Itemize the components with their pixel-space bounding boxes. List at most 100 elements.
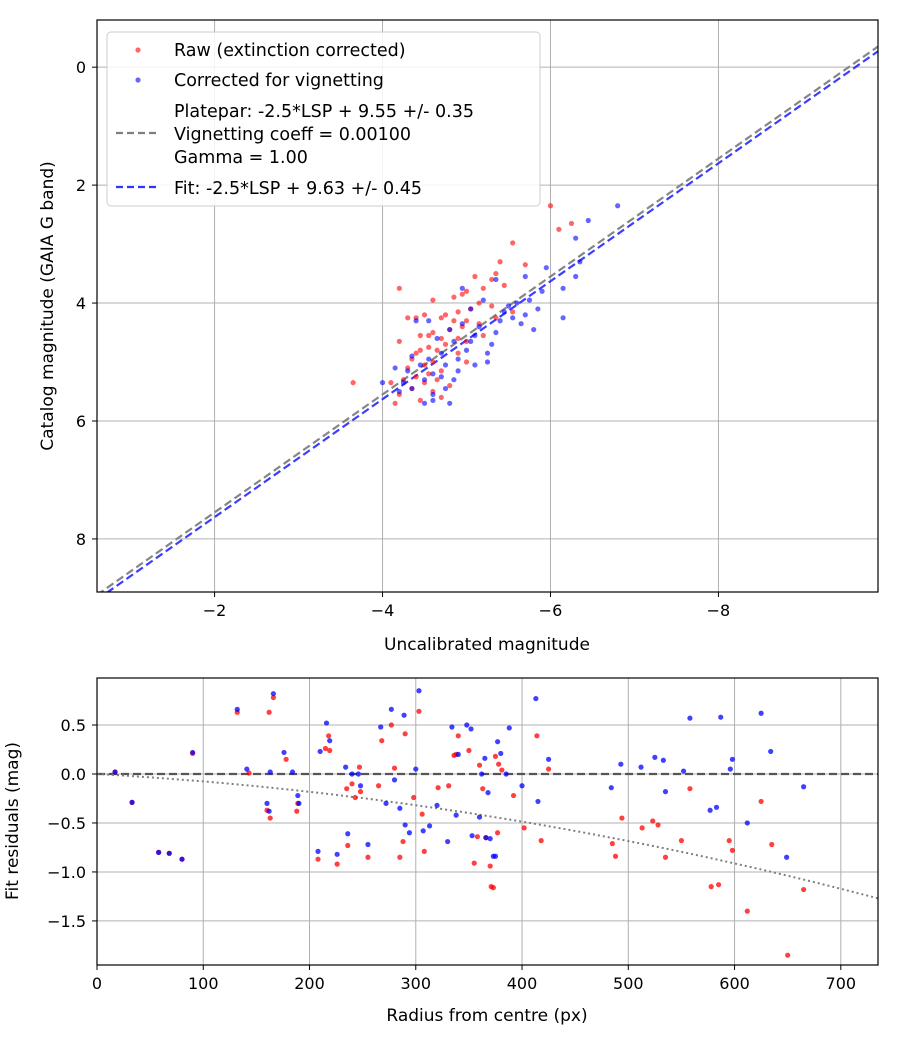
corrected-residual-point: [687, 715, 693, 721]
corrected-point: [455, 368, 461, 374]
corrected-point: [413, 318, 419, 324]
corrected-point: [396, 388, 402, 395]
corrected-residual-point: [413, 766, 419, 772]
corrected-residual-point: [434, 802, 440, 808]
raw-point: [493, 270, 499, 277]
corrected-point: [400, 380, 407, 386]
raw-residual-point: [499, 767, 505, 773]
corrected-point: [447, 400, 453, 406]
raw-residual-point: [400, 838, 406, 845]
top-y-tick-label: 4: [76, 294, 86, 313]
corrected-residual-point: [334, 851, 340, 857]
bottom-x-tick-label: 100: [188, 974, 219, 993]
corrected-point: [510, 315, 516, 321]
raw-residual-point: [487, 863, 493, 869]
corrected-point: [430, 371, 436, 377]
corrected-residual-point: [758, 710, 764, 716]
corrected-point: [493, 276, 499, 283]
corrected-residual-point: [482, 755, 488, 761]
raw-point: [497, 259, 503, 265]
bottom-y-tick-label: 0.5: [61, 716, 86, 735]
raw-point: [480, 285, 486, 291]
corrected-point: [434, 335, 440, 342]
corrected-point: [501, 309, 507, 315]
corrected-point: [472, 332, 478, 339]
raw-residual-point: [270, 694, 276, 701]
raw-residual-point: [496, 761, 502, 767]
corrected-point: [543, 265, 549, 271]
raw-point: [438, 394, 444, 401]
corrected-residual-point: [485, 790, 491, 796]
raw-point: [426, 344, 432, 350]
corrected-residual-point: [266, 808, 272, 814]
corrected-point: [522, 273, 528, 280]
raw-residual-point: [708, 884, 714, 890]
raw-residual-point: [375, 783, 382, 789]
corrected-point: [430, 391, 436, 398]
raw-point: [501, 282, 507, 288]
corrected-residual-point: [323, 720, 330, 726]
raw-residual-point: [345, 842, 351, 849]
corrected-point: [463, 347, 470, 353]
raw-point: [547, 203, 554, 209]
bottom-x-tick-label: 500: [613, 974, 644, 993]
corrected-point: [615, 203, 621, 209]
corrected-point: [442, 362, 449, 368]
raw-point: [447, 383, 453, 389]
vignetting-curve: [97, 773, 878, 900]
top-chart: −2 −4 −6 −8 0 2 4 6 8 Uncalibrated magnitude Cat…: [38, 19, 879, 655]
corrected-residual-point: [190, 749, 196, 756]
corrected-residual-point: [281, 749, 287, 756]
corrected-point: [573, 235, 579, 241]
raw-point: [489, 303, 495, 309]
corrected-residual-point: [378, 724, 384, 730]
raw-residual-point: [352, 794, 358, 801]
bottom-chart-ticks: 0 100 200 300 400 500 600 700 −1.5 −1.0 −0.5 0.0 0.5: [47, 716, 856, 993]
top-x-tick-label: −6: [539, 601, 563, 620]
corrected-residual-point: [464, 722, 470, 728]
raw-residual-point: [334, 861, 340, 867]
corrected-point: [447, 326, 453, 333]
bottom-y-tick-label: −0.5: [47, 814, 86, 833]
top-x-tick-label: −4: [371, 601, 395, 620]
raw-point: [472, 273, 478, 280]
raw-residual-point: [801, 886, 807, 893]
corrected-residual-point: [129, 799, 135, 805]
raw-residual-point: [246, 770, 252, 776]
corrected-point: [438, 374, 444, 380]
raw-point: [459, 291, 465, 297]
corrected-residual-point: [112, 769, 118, 775]
corrected-residual-point: [492, 853, 499, 859]
corrected-residual-point: [498, 750, 504, 757]
raw-residual-point: [327, 747, 333, 754]
raw-point: [417, 397, 423, 403]
corrected-residual-point: [652, 754, 658, 760]
raw-residual-point: [421, 848, 427, 854]
corrected-residual-point: [479, 771, 485, 777]
corrected-point: [459, 285, 465, 291]
corrected-residual-point: [244, 766, 250, 772]
corrected-point: [438, 350, 444, 356]
corrected-point: [426, 318, 432, 324]
corrected-point: [560, 285, 566, 291]
raw-residual-point: [315, 856, 321, 862]
corrected-residual-point: [426, 823, 433, 829]
corrected-point: [577, 259, 583, 265]
corrected-residual-point: [718, 714, 724, 720]
raw-point: [392, 400, 398, 406]
corrected-residual-point: [345, 831, 351, 837]
corrected-point: [484, 359, 491, 365]
corrected-residual-point: [469, 833, 475, 839]
corrected-residual-point: [744, 820, 750, 826]
legend-platepar-label: Platepar: -2.5*LSP + 9.55 +/- 0.35: [174, 102, 474, 122]
corrected-point: [392, 365, 398, 371]
raw-point: [430, 297, 436, 303]
raw-point: [388, 380, 394, 386]
corrected-point: [421, 377, 428, 383]
top-chart-ticks: −2 −4 −6 −8 0 2 4 6 8: [76, 58, 730, 620]
corrected-point: [468, 306, 474, 312]
raw-point: [417, 332, 423, 339]
raw-residual-point: [639, 825, 645, 831]
raw-residual-point: [365, 854, 371, 860]
